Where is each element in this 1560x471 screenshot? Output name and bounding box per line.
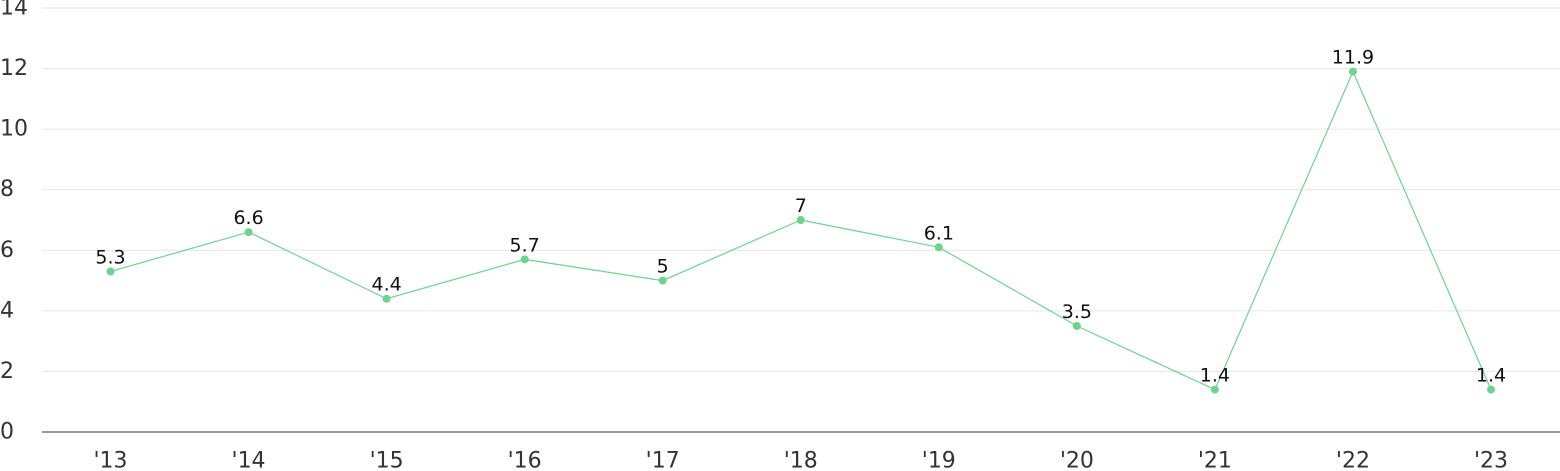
- x-tick-label: '23: [1474, 449, 1508, 471]
- y-tick-label: 10: [0, 117, 28, 142]
- data-label: 1.4: [1476, 365, 1506, 387]
- data-point: [382, 294, 391, 303]
- data-point: [1072, 322, 1081, 330]
- x-tick-label: '17: [646, 449, 680, 471]
- x-tick-label: '22: [1336, 449, 1370, 471]
- x-tick-label: '14: [232, 449, 266, 471]
- x-axis-ticks: '13 '14 '15 '16 '17 '18 '19 '20 '21 '22 '23: [93, 449, 1508, 471]
- series-line: [110, 70, 1492, 391]
- gridlines: [42, 7, 1560, 372]
- x-tick-label: '15: [370, 449, 404, 471]
- y-tick-label: 12: [0, 56, 28, 81]
- data-label: 5.7: [510, 234, 540, 256]
- data-point: [1487, 385, 1495, 394]
- data-label: 1.4: [1200, 365, 1230, 387]
- x-tick-label: '18: [784, 449, 818, 471]
- y-tick-label: 8: [0, 177, 14, 202]
- data-point: [1348, 67, 1357, 76]
- x-tick-label: '16: [508, 449, 542, 471]
- y-tick-label: 6: [0, 238, 14, 263]
- data-label: 5.3: [95, 246, 125, 268]
- data-point: [106, 267, 115, 276]
- y-tick-label: 0: [0, 420, 14, 445]
- series-group: [106, 67, 1495, 394]
- data-point: [934, 243, 943, 252]
- x-tick-label: '20: [1060, 449, 1094, 471]
- y-tick-label: 2: [0, 359, 14, 384]
- data-point: [658, 276, 667, 285]
- data-point: [1210, 385, 1219, 394]
- data-label: 5: [657, 256, 669, 278]
- x-tick-label: '13: [93, 449, 127, 471]
- data-label: 4.4: [371, 274, 401, 296]
- y-tick-label: 4: [0, 298, 14, 323]
- data-label: 11.9: [1332, 47, 1374, 69]
- x-tick-label: '21: [1198, 449, 1232, 471]
- y-tick-label: 14: [0, 0, 28, 21]
- data-point: [520, 255, 529, 264]
- data-point: [796, 216, 805, 224]
- data-label: 6.1: [924, 222, 954, 244]
- data-label: 7: [795, 195, 807, 217]
- data-label: 6.6: [233, 207, 263, 229]
- y-axis-ticks: 0 2 4 6 8 10 12 14: [0, 0, 28, 445]
- x-tick-label: '19: [922, 449, 956, 471]
- data-labels: 5.3 6.6 4.4 5.7 5 7 6.1 3.5 1.4 11.9 1.4: [95, 47, 1506, 387]
- data-label: 3.5: [1062, 301, 1092, 323]
- data-point: [244, 228, 253, 237]
